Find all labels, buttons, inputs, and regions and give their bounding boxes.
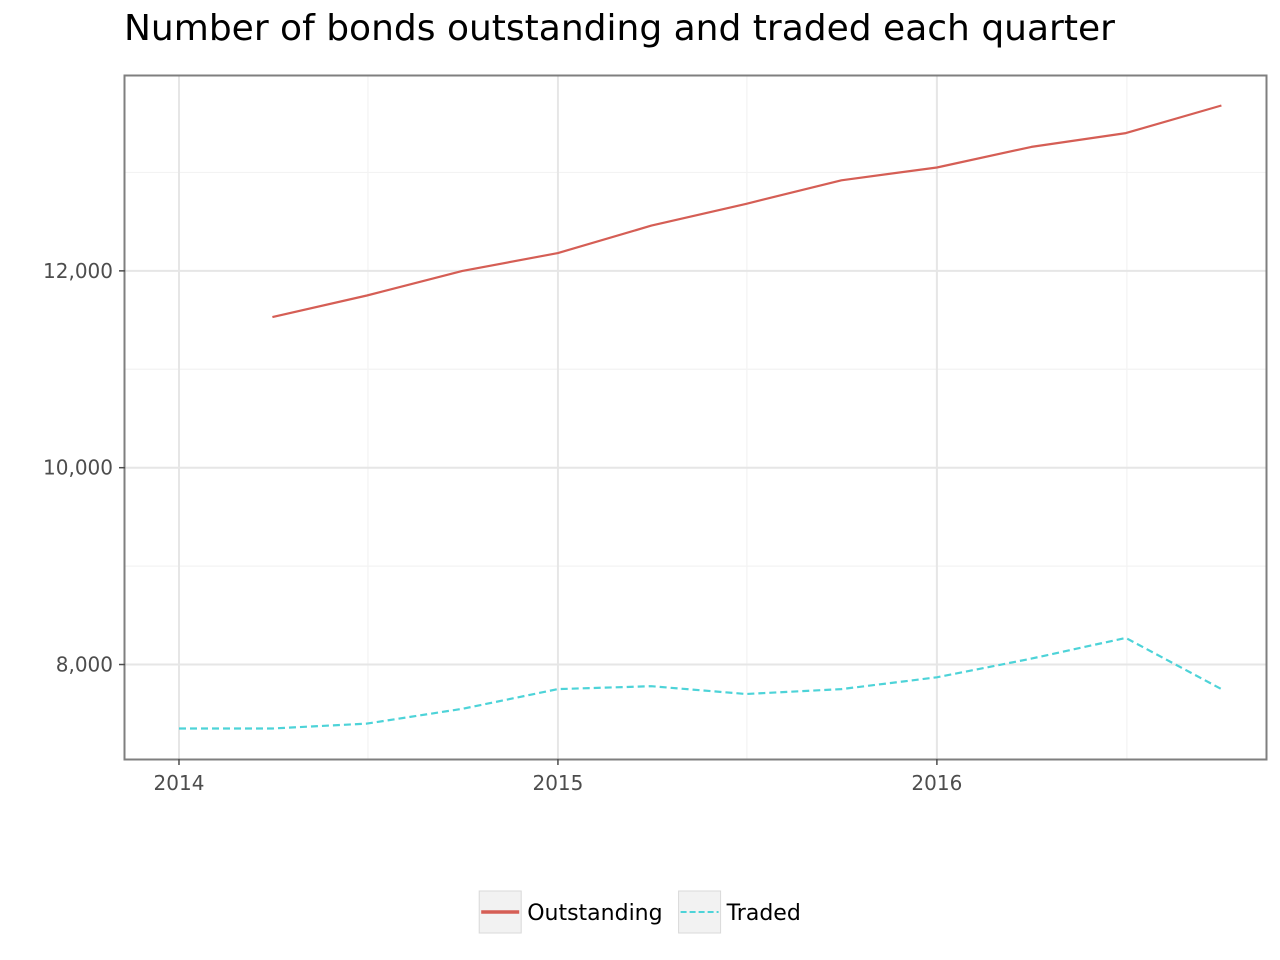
x-tick-label: 2014 (154, 771, 205, 795)
legend-label-traded: Traded (726, 901, 801, 926)
y-tick-label: 12,000 (43, 259, 113, 283)
chart-title: Number of bonds outstanding and traded e… (124, 8, 1115, 49)
axis-ticks (119, 270, 938, 765)
plot-panel-border (123, 74, 1268, 761)
major-gridlines (125, 76, 1266, 759)
series-line-outstanding (272, 104, 1222, 319)
series-line-traded (179, 636, 1222, 730)
y-tick-label: 8,000 (56, 653, 113, 677)
series-layer (179, 104, 1222, 730)
legend-label-outstanding: Outstanding (527, 901, 662, 926)
y-tick-label: 10,000 (43, 456, 113, 480)
minor-gridlines (125, 76, 1266, 759)
axis-tick-labels: 8,000 10,000 12,000 2014 2015 2016 (43, 259, 962, 795)
x-tick-label: 2016 (911, 771, 962, 795)
x-tick-label: 2015 (532, 771, 583, 795)
legend: Outstanding Traded (478, 890, 801, 934)
